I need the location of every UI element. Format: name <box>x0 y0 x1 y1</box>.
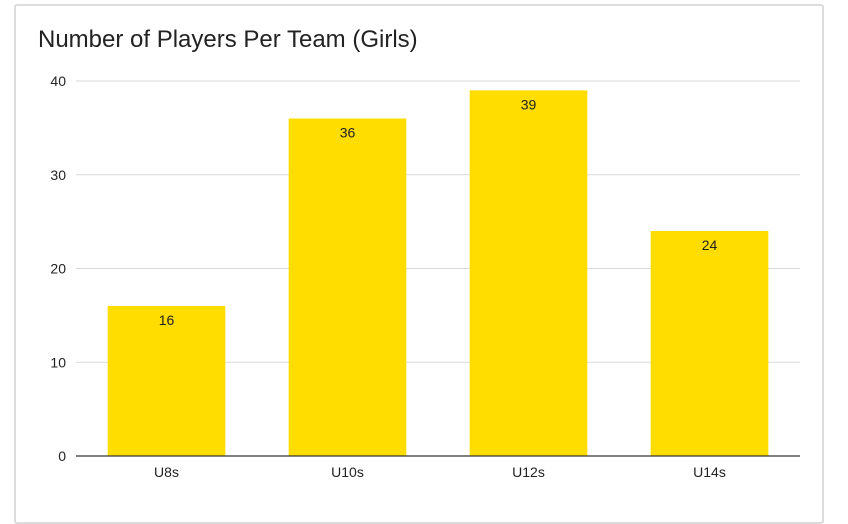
data-label: 24 <box>702 237 718 253</box>
bar-u12s <box>469 90 588 456</box>
y-tick-label: 10 <box>50 354 66 370</box>
y-tick-label: 40 <box>50 73 66 89</box>
data-label: 39 <box>521 96 537 112</box>
x-tick-label: U10s <box>331 464 364 480</box>
bar-u10s <box>288 118 407 456</box>
x-tick-label: U8s <box>154 464 179 480</box>
chart-title: Number of Players Per Team (Girls) <box>38 26 418 53</box>
y-tick-label: 20 <box>50 261 66 277</box>
bar-chart: 0 10 20 30 40 16 U8s 36 U10s 39 U12s 24 U14s <box>50 73 800 480</box>
bar-u14s <box>650 231 769 456</box>
x-tick-label: U12s <box>512 464 545 480</box>
data-label: 16 <box>159 312 175 328</box>
labels: 0 10 20 30 40 16 U8s 36 U10s 39 U12s 24 U14s <box>50 73 725 480</box>
x-tick-label: U14s <box>693 464 726 480</box>
bar-u8s <box>107 306 226 456</box>
y-tick-label: 30 <box>50 167 66 183</box>
data-label: 36 <box>340 125 356 141</box>
bars <box>107 90 769 456</box>
y-tick-label: 0 <box>58 448 66 464</box>
